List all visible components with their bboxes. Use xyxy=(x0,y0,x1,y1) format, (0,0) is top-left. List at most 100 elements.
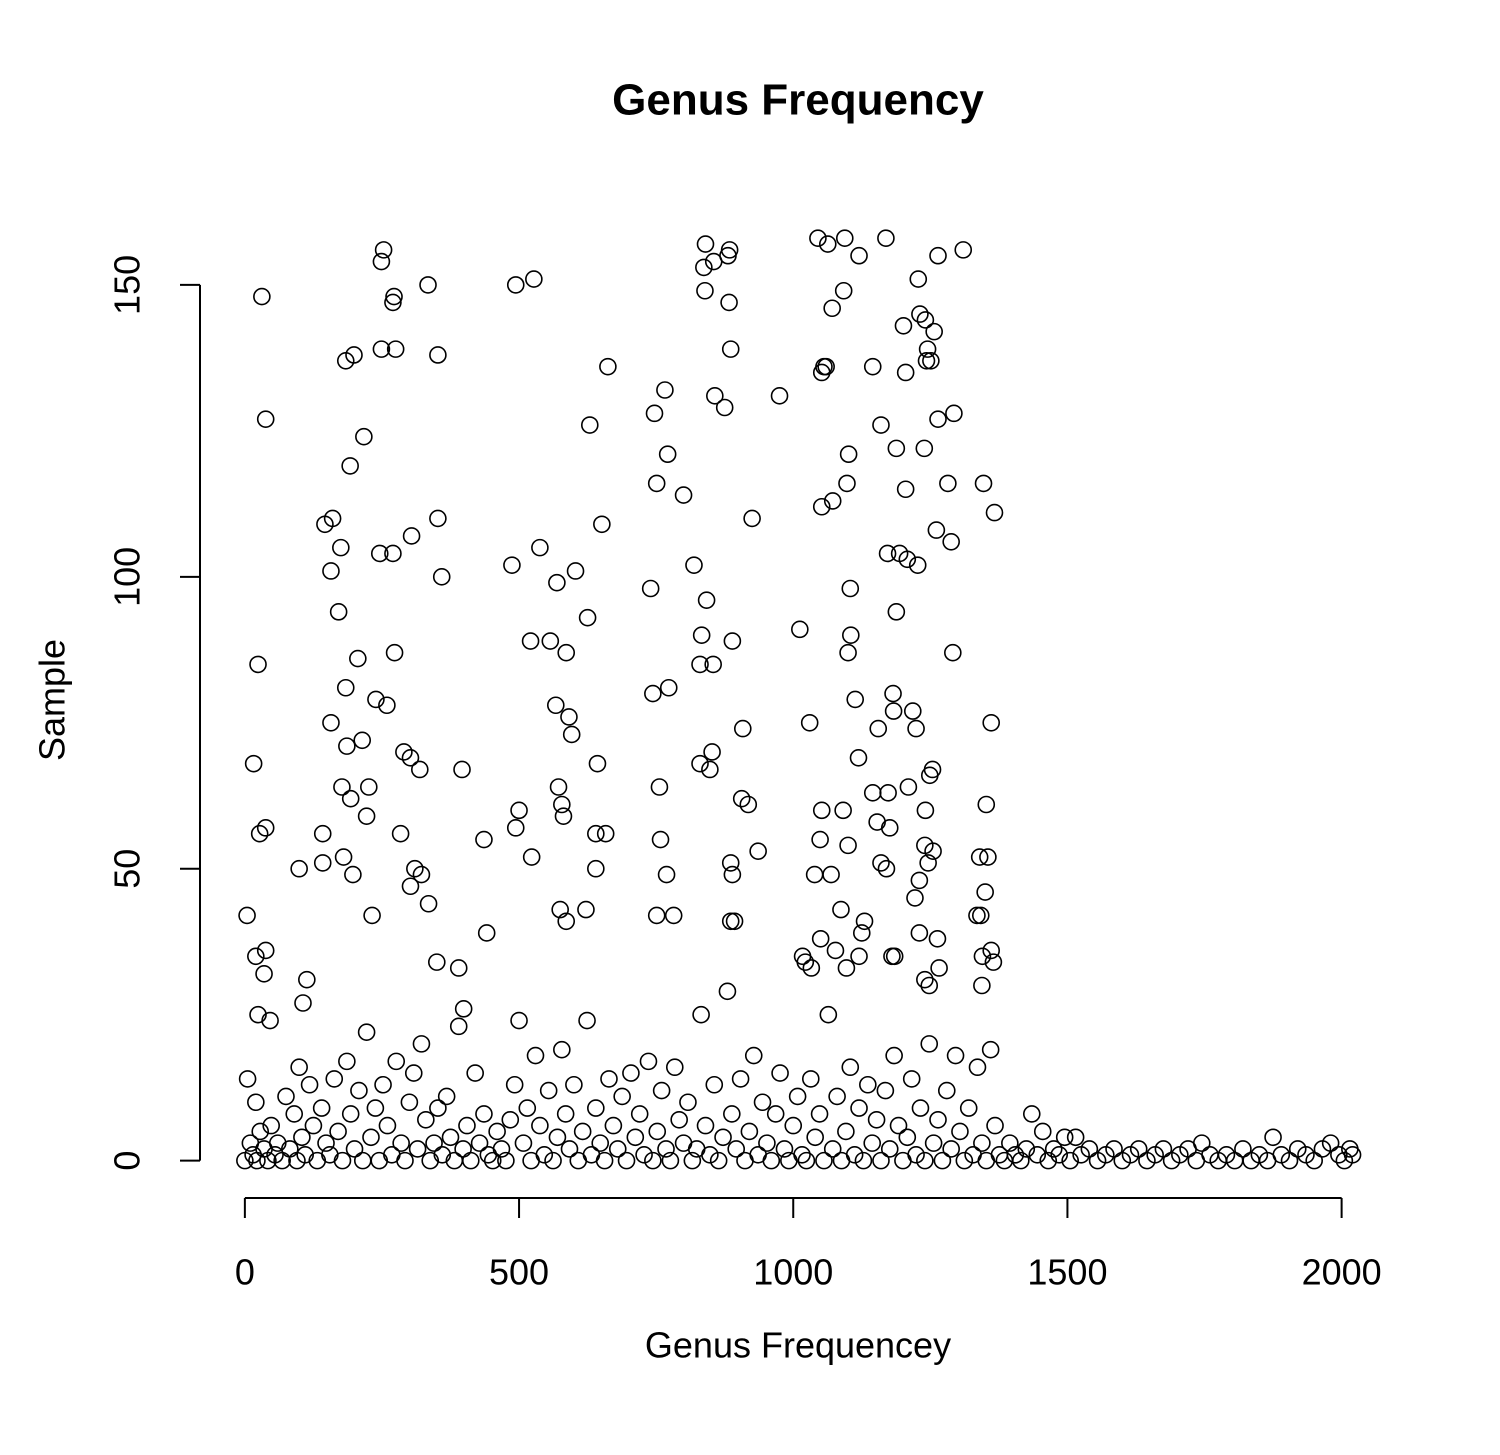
point xyxy=(1012,1151,1030,1170)
point xyxy=(697,591,716,609)
y-tick-label: 50 xyxy=(107,849,148,889)
point xyxy=(522,848,541,866)
point xyxy=(976,883,994,901)
point xyxy=(903,702,922,720)
point xyxy=(863,357,882,376)
point xyxy=(977,795,996,814)
point xyxy=(979,848,997,866)
point xyxy=(425,1134,443,1152)
point xyxy=(573,1122,592,1141)
point xyxy=(910,871,929,890)
point xyxy=(268,1134,287,1152)
point xyxy=(924,842,942,861)
point xyxy=(838,474,856,493)
point xyxy=(877,859,896,878)
point xyxy=(433,1145,452,1164)
point xyxy=(907,1145,925,1164)
point xyxy=(806,1128,824,1147)
point xyxy=(942,1140,960,1158)
point xyxy=(392,1134,410,1152)
point xyxy=(378,1116,397,1135)
point xyxy=(723,1105,741,1123)
point xyxy=(942,532,960,551)
point xyxy=(946,1046,965,1065)
point xyxy=(664,906,683,925)
point xyxy=(304,1116,323,1135)
point xyxy=(604,1116,623,1135)
point xyxy=(911,1099,930,1117)
point xyxy=(985,503,1004,522)
point xyxy=(350,1081,368,1100)
point xyxy=(541,632,560,650)
point xyxy=(406,859,424,878)
point xyxy=(887,603,906,621)
point xyxy=(293,1128,311,1147)
point xyxy=(872,854,890,872)
point xyxy=(386,340,405,358)
point xyxy=(372,252,391,271)
point xyxy=(709,1151,728,1170)
point xyxy=(902,1070,921,1088)
point xyxy=(531,1116,549,1135)
point xyxy=(970,848,989,866)
point xyxy=(341,457,359,475)
point xyxy=(599,357,617,376)
point xyxy=(1022,1105,1041,1123)
point xyxy=(850,947,868,966)
point xyxy=(256,941,275,960)
point xyxy=(596,824,615,843)
point xyxy=(743,509,761,528)
point xyxy=(929,1110,947,1129)
point xyxy=(247,947,265,966)
point xyxy=(345,1140,364,1158)
point xyxy=(553,1040,571,1059)
point xyxy=(731,1070,750,1088)
point xyxy=(841,579,860,598)
point xyxy=(1039,1151,1058,1170)
point xyxy=(644,684,662,703)
point xyxy=(706,387,724,405)
point xyxy=(290,859,308,878)
point xyxy=(819,1005,838,1024)
point xyxy=(255,965,273,983)
point xyxy=(408,1140,427,1158)
point xyxy=(850,246,868,265)
point xyxy=(907,719,925,738)
point xyxy=(250,824,269,843)
point xyxy=(910,924,929,942)
point xyxy=(762,1151,781,1170)
point xyxy=(701,1145,719,1164)
point xyxy=(298,970,316,989)
point xyxy=(939,474,957,493)
point xyxy=(852,924,871,942)
point xyxy=(587,824,605,843)
point xyxy=(982,941,1001,960)
point xyxy=(437,1087,456,1106)
point xyxy=(1330,1145,1348,1164)
point xyxy=(878,544,897,563)
point xyxy=(880,1140,899,1158)
point xyxy=(683,1151,702,1170)
point xyxy=(839,445,858,464)
point xyxy=(587,1099,605,1117)
point xyxy=(658,445,677,464)
point xyxy=(588,754,607,773)
point xyxy=(296,1145,314,1164)
point xyxy=(928,929,947,948)
x-tick-label: 500 xyxy=(489,1252,549,1293)
point xyxy=(1154,1140,1173,1158)
point xyxy=(595,1151,614,1170)
point xyxy=(548,573,566,592)
point xyxy=(639,1052,658,1071)
point xyxy=(617,1151,636,1170)
point xyxy=(277,1087,295,1106)
point xyxy=(915,439,934,458)
point xyxy=(796,953,815,971)
point xyxy=(635,1145,653,1164)
point xyxy=(954,241,973,259)
point xyxy=(919,854,937,872)
point xyxy=(701,760,719,779)
point xyxy=(497,1151,515,1170)
point xyxy=(703,743,721,761)
point xyxy=(401,749,420,767)
